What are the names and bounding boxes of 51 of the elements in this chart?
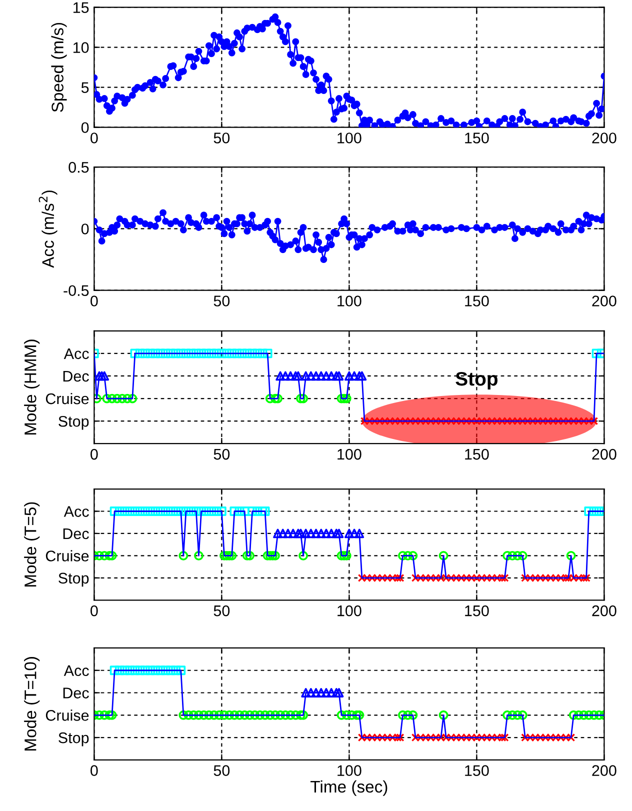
y-tick-label: 0 xyxy=(81,224,89,234)
y-tick-label: 0 xyxy=(81,122,89,134)
annotation: Stop xyxy=(456,372,498,390)
x-tick-label: 50 xyxy=(214,132,230,144)
x-tick-label: 100 xyxy=(338,765,362,776)
x-tick-label: 100 xyxy=(338,448,362,460)
category-label: Stop xyxy=(58,572,89,587)
y-tick-label: 5 xyxy=(81,82,89,94)
x-tick-label: 150 xyxy=(465,132,489,144)
y-tick-label: 10 xyxy=(73,42,89,53)
x-tick-label: 100 xyxy=(338,296,362,306)
category-label: Cruise xyxy=(46,710,89,721)
x-tick-label: 0 xyxy=(90,605,98,616)
y-axis-title: Speed (m/s) xyxy=(51,22,67,112)
x-axis-title: Time (sec) xyxy=(310,780,388,796)
category-label: Acc xyxy=(64,665,89,676)
x-tick-label: 0 xyxy=(90,448,98,460)
category-label: Stop xyxy=(58,416,89,430)
x-tick-label: 0 xyxy=(90,765,98,776)
x-tick-label: 50 xyxy=(214,605,230,616)
x-tick-label: 100 xyxy=(338,132,362,144)
x-tick-label: 50 xyxy=(214,448,230,460)
x-tick-label: 100 xyxy=(338,605,362,616)
y-axis-title: Mode (T=5) xyxy=(24,502,40,587)
category-label: Acc xyxy=(64,348,89,360)
x-tick-label: 50 xyxy=(214,765,230,776)
category-label: Cruise xyxy=(46,392,89,404)
x-tick-label: 200 xyxy=(592,296,616,306)
x-tick-label: 0 xyxy=(90,296,98,306)
y-axis-title: Mode (HMM) xyxy=(24,340,40,434)
y-tick-label: -0.5 xyxy=(64,285,89,296)
x-tick-label: 200 xyxy=(592,605,616,616)
x-tick-label: 0 xyxy=(90,132,98,144)
category-label: Cruise xyxy=(46,550,89,562)
x-tick-label: 150 xyxy=(465,296,489,306)
x-tick-label: 50 xyxy=(214,296,230,306)
x-tick-label: 150 xyxy=(465,765,489,776)
category-label: Dec xyxy=(63,528,89,540)
x-tick-label: 200 xyxy=(592,132,616,144)
x-tick-label: 200 xyxy=(592,765,616,776)
x-tick-label: 200 xyxy=(592,448,616,460)
y-axis-title: Acc (m/s$^{2}$) xyxy=(38,190,58,268)
x-tick-label: 150 xyxy=(465,605,489,616)
category-label: Dec xyxy=(63,371,89,382)
category-label: Dec xyxy=(63,688,89,698)
category-label: Acc xyxy=(64,506,89,517)
y-tick-label: 15 xyxy=(73,2,89,13)
y-tick-label: 0.5 xyxy=(68,162,89,173)
category-label: Stop xyxy=(58,732,89,746)
x-tick-label: 150 xyxy=(465,448,489,460)
y-axis-title: Mode (T=10) xyxy=(24,657,40,751)
